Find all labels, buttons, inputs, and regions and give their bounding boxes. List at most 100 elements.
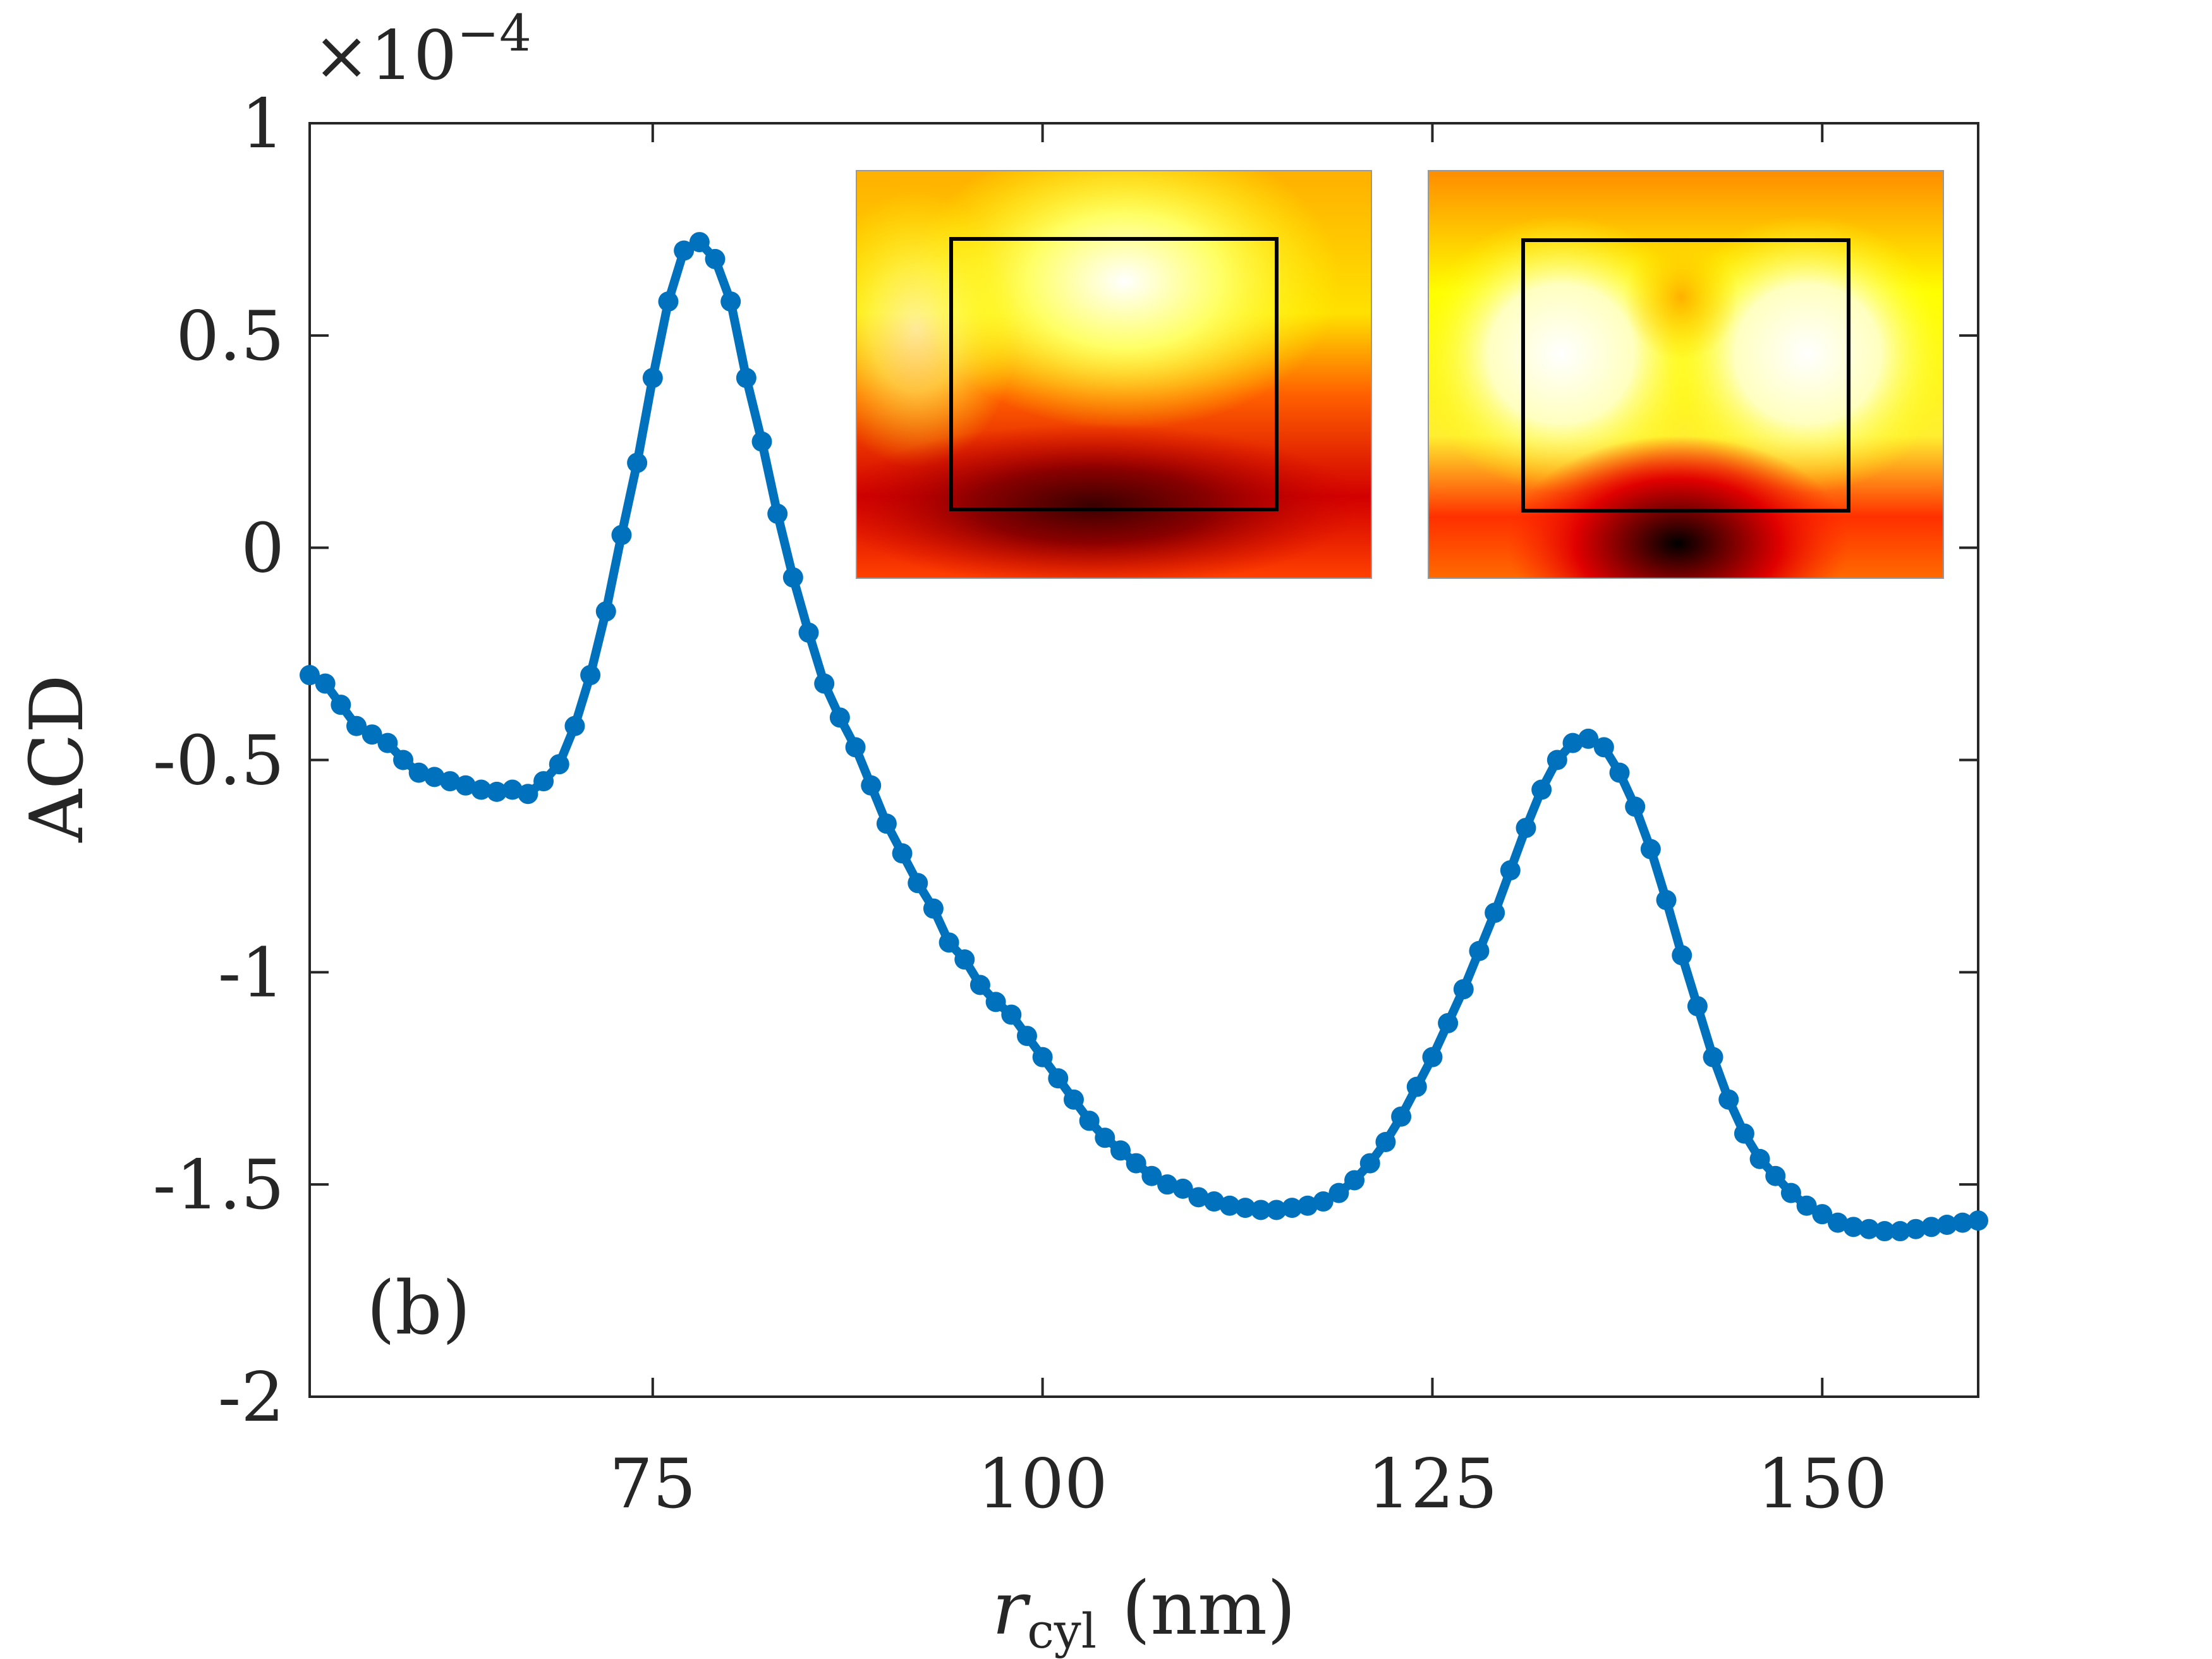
y-tick-label-0_5: 0.5 [176, 297, 284, 376]
y-tick-label-0: 0 [241, 509, 284, 588]
data-point-72 [1422, 1047, 1443, 1067]
data-point-18 [580, 665, 601, 686]
data-point-6 [393, 750, 414, 770]
data-point-92 [1734, 1123, 1754, 1144]
data-point-51 [1095, 1127, 1115, 1148]
data-point-81 [1562, 732, 1583, 753]
data-point-89 [1687, 996, 1708, 1017]
data-point-46 [1016, 1026, 1037, 1047]
data-point-70 [1391, 1106, 1412, 1127]
x-tick-label-125: 125 [1367, 1445, 1497, 1524]
data-point-0 [300, 665, 320, 686]
data-point-101 [1874, 1221, 1895, 1242]
data-point-66 [1328, 1182, 1349, 1203]
y-tick-label--1: -1 [218, 933, 284, 1012]
data-point-99 [1843, 1217, 1864, 1237]
data-point-71 [1406, 1076, 1427, 1097]
data-point-76 [1485, 902, 1505, 923]
data-point-68 [1359, 1153, 1380, 1174]
data-point-36 [861, 775, 882, 796]
data-point-13 [502, 779, 523, 800]
data-point-5 [377, 732, 398, 753]
data-point-15 [533, 771, 554, 792]
y-multiplier: ×10−4 [313, 4, 532, 95]
data-point-54 [1141, 1165, 1162, 1186]
field-map-left-border [856, 170, 1372, 579]
data-point-100 [1859, 1218, 1880, 1239]
data-point-19 [595, 601, 616, 622]
data-point-50 [1079, 1110, 1100, 1131]
data-point-45 [1001, 1004, 1022, 1025]
y-tick-labels: 1 0.5 0 -0.5 -1 -1.5 -2 [153, 85, 284, 1437]
data-point-86 [1640, 839, 1661, 860]
data-point-16 [549, 754, 569, 775]
data-point-40 [923, 898, 944, 919]
data-point-62 [1266, 1200, 1287, 1220]
data-point-27 [720, 291, 741, 312]
data-point-83 [1593, 737, 1614, 758]
data-point-82 [1578, 728, 1599, 749]
x-tick-label-75: 75 [609, 1445, 696, 1524]
data-point-34 [829, 707, 850, 728]
data-point-73 [1438, 1012, 1459, 1033]
field-map-right-frame [1521, 238, 1850, 513]
y-ticks [310, 122, 1978, 1398]
data-point-60 [1235, 1198, 1256, 1218]
y-tick-label--2: -2 [218, 1358, 284, 1437]
data-point-47 [1032, 1047, 1053, 1067]
data-point-78 [1516, 817, 1536, 838]
data-point-32 [798, 623, 819, 643]
y-tick-label--1_5: -1.5 [153, 1146, 284, 1225]
data-point-90 [1703, 1047, 1723, 1067]
data-point-56 [1172, 1178, 1193, 1199]
x-tick-labels: 75 100 125 150 [609, 1445, 1887, 1524]
data-point-49 [1063, 1089, 1084, 1110]
data-point-79 [1531, 779, 1552, 800]
data-point-58 [1204, 1191, 1225, 1212]
data-point-69 [1375, 1132, 1396, 1152]
data-point-59 [1219, 1195, 1240, 1216]
data-point-61 [1251, 1200, 1272, 1220]
data-point-3 [346, 715, 367, 736]
data-point-30 [767, 503, 788, 524]
data-point-43 [969, 975, 990, 995]
data-point-17 [564, 715, 585, 736]
field-map-left-frame [949, 237, 1279, 511]
data-point-23 [658, 291, 679, 312]
data-point-55 [1157, 1174, 1178, 1195]
data-point-98 [1827, 1212, 1848, 1233]
data-point-33 [814, 673, 835, 694]
data-point-107 [1968, 1210, 1988, 1231]
data-point-104 [1921, 1217, 1942, 1237]
data-point-63 [1282, 1198, 1303, 1218]
data-point-74 [1453, 979, 1474, 1000]
data-point-31 [782, 567, 803, 588]
x-ticks [651, 123, 1824, 1397]
data-point-93 [1749, 1148, 1770, 1169]
y-tick-label-1: 1 [241, 85, 284, 164]
data-point-24 [674, 240, 695, 261]
data-point-85 [1625, 796, 1646, 817]
data-point-4 [362, 724, 382, 745]
data-point-1 [315, 673, 336, 694]
data-point-103 [1905, 1218, 1926, 1239]
data-point-95 [1780, 1182, 1801, 1203]
data-point-102 [1890, 1221, 1911, 1242]
data-point-42 [954, 949, 975, 970]
data-point-53 [1126, 1153, 1146, 1174]
data-point-25 [689, 232, 710, 253]
data-point-75 [1469, 940, 1490, 961]
y-axis-label: ACD [15, 674, 100, 843]
x-axis-label: rcyl (nm) [992, 1566, 1296, 1659]
y-tick-label--0_5: -0.5 [153, 722, 284, 801]
data-point-35 [845, 737, 866, 758]
data-point-29 [751, 431, 772, 452]
field-map-left [856, 170, 1372, 579]
data-point-39 [908, 873, 928, 894]
data-point-77 [1500, 860, 1521, 881]
data-point-21 [627, 453, 648, 473]
data-point-87 [1656, 890, 1677, 911]
field-map-right [1428, 170, 1944, 579]
data-point-94 [1765, 1165, 1786, 1186]
acd-series [300, 232, 1988, 1242]
